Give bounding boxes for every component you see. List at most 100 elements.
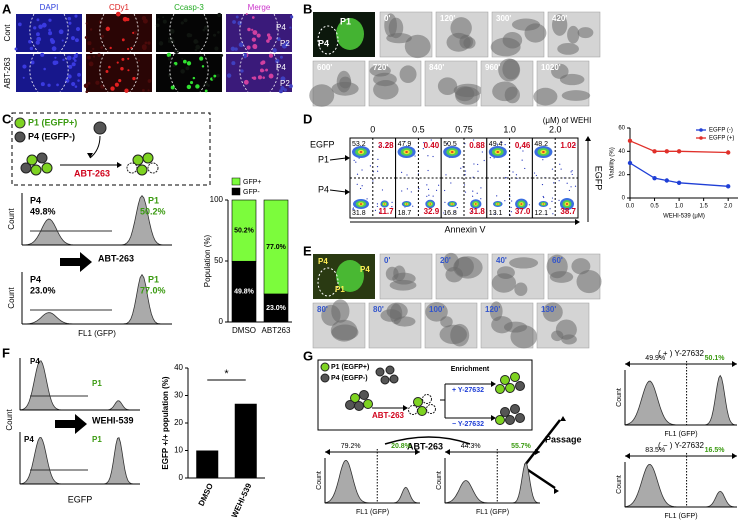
legend-swatch (231, 187, 241, 196)
panel-d-quadrants: 0.40 (424, 141, 440, 150)
pixel (203, 25, 209, 30)
region-outline (29, 13, 69, 53)
panel-g-legend: P1 (EGFP+) (331, 364, 369, 371)
region-outline (239, 13, 279, 53)
event (369, 165, 372, 167)
colony (385, 266, 399, 281)
colony (571, 258, 591, 275)
pixel (137, 59, 141, 62)
pixel (36, 18, 40, 22)
panel-g-enrichment: Enrichment (451, 366, 490, 373)
pixel (85, 22, 88, 25)
event (386, 144, 388, 146)
pixel (272, 48, 277, 53)
pixel (202, 28, 206, 32)
event (510, 206, 512, 209)
pixel (41, 22, 47, 28)
panel-e-times: 120' (485, 305, 500, 314)
arrow-head (325, 449, 330, 455)
pixel (280, 76, 286, 82)
panel-d-quadrants: 50.5 (443, 141, 457, 148)
panel-c-legend: P4 (EGFP-) (28, 131, 75, 141)
pixel (87, 81, 91, 85)
cell (359, 390, 369, 400)
panel-e-times: 80' (317, 305, 328, 314)
region-outline (29, 53, 69, 93)
pixel (193, 39, 199, 44)
event (431, 208, 433, 210)
pixel (29, 46, 34, 51)
pixel (261, 60, 266, 65)
colony (389, 303, 403, 325)
colony (339, 76, 352, 89)
colony (404, 34, 431, 59)
arrow (55, 414, 87, 434)
x-tick-label: 1.5 (699, 204, 708, 210)
panel-a-rows: ABT-263 (3, 57, 12, 89)
pixel (83, 83, 89, 89)
colony (309, 84, 335, 107)
pixel (157, 18, 160, 21)
pixel (243, 79, 249, 85)
pixel (22, 64, 27, 69)
panel-d-quadrants: 48.2 (534, 141, 548, 148)
y-tick-label: 100 (210, 195, 224, 204)
event (574, 144, 576, 146)
pixel (127, 48, 130, 51)
panel-f-y-label: Count (5, 409, 14, 431)
event (549, 208, 551, 210)
panel-g-arrow-label: ABT-263 (407, 441, 443, 451)
colony (561, 90, 591, 101)
pixel (85, 90, 89, 94)
panel-b-times: 120' (440, 14, 455, 23)
panel-e-times: 80' (373, 305, 384, 314)
panel-g-histograms-left-pct: 79.2% (341, 443, 361, 450)
cluster (497, 203, 499, 205)
event (571, 173, 573, 176)
panel-g-treatment: ABT-263 (372, 411, 405, 420)
pixel (240, 69, 244, 73)
event (432, 195, 434, 197)
panel-g-histograms-title: ( − ) Y-27632 (658, 441, 705, 450)
histogram (624, 463, 737, 508)
pixel (74, 38, 79, 43)
event (366, 198, 368, 200)
cluster (429, 203, 431, 205)
pixel (234, 47, 238, 51)
panel-d-quadrants: 37.0 (515, 207, 531, 216)
event (509, 195, 511, 198)
pixel (180, 69, 185, 74)
event (551, 197, 554, 199)
y-tick-label: 20 (174, 418, 183, 427)
panel-d-quadrants: 18.7 (398, 210, 412, 217)
arrow-head (491, 381, 496, 387)
cell (385, 365, 395, 375)
colony (455, 86, 481, 105)
event (470, 211, 473, 213)
panel-g-histograms-left-pct: 83.5% (645, 447, 665, 454)
pixel (256, 33, 261, 38)
panel-g-minus: − Y-27632 (452, 421, 484, 428)
panel-b-times: 840' (429, 63, 444, 72)
event (483, 159, 485, 162)
pixel (54, 60, 59, 65)
panel-d-quadrants: 38.7 (560, 207, 576, 216)
legend-box (11, 112, 211, 186)
colony (425, 302, 448, 322)
cell (505, 415, 515, 425)
colony (502, 31, 523, 49)
arrow-head (732, 361, 737, 367)
pixel (51, 46, 57, 52)
event (542, 159, 544, 161)
region-outline (99, 13, 139, 53)
bar-segment (231, 199, 257, 262)
event (574, 185, 577, 187)
y-tick-label: 0 (179, 473, 184, 482)
colony (331, 299, 350, 323)
event (377, 170, 379, 172)
colony (551, 330, 564, 342)
panel-g-y-label: Count (616, 388, 623, 407)
legend-swatch (699, 128, 703, 132)
legend-label: GFP+ (243, 179, 261, 186)
pixel (28, 39, 32, 44)
